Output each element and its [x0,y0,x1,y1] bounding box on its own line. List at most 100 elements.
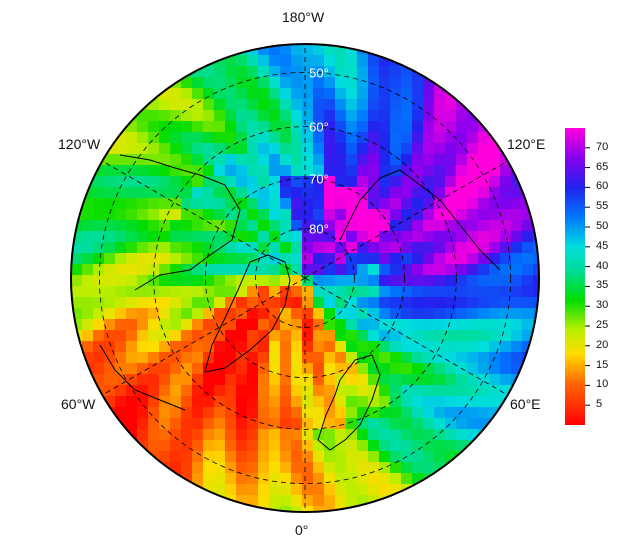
field-cell [258,484,270,496]
field-cell [500,220,512,232]
field-cell [434,242,446,254]
field-cell [159,165,171,177]
field-cell [467,407,479,419]
field-cell [368,385,380,397]
field-cell [390,440,402,452]
field-cell [401,187,413,199]
field-cell [478,176,490,188]
field-cell [104,154,116,166]
field-cell [269,77,281,89]
field-cell [93,176,105,188]
field-cell [379,330,391,342]
field-cell [93,363,105,375]
field-cell [280,209,292,221]
field-cell [412,308,424,320]
field-cell [467,264,479,276]
field-cell [170,220,182,232]
field-cell [192,110,204,122]
field-cell [280,495,292,507]
field-cell [159,363,171,375]
field-cell [126,385,138,397]
field-cell [137,121,149,133]
field-cell [280,198,292,210]
field-cell [236,495,248,507]
field-cell [291,66,303,78]
field-cell [335,44,347,56]
field-cell [203,198,215,210]
field-cell [445,231,457,243]
field-cell [82,231,94,243]
field-cell [379,77,391,89]
field-cell [192,154,204,166]
field-cell [225,264,237,276]
field-cell [148,297,160,309]
field-cell [412,253,424,265]
field-cell [247,396,259,408]
field-cell [368,176,380,188]
field-cell [115,330,127,342]
field-cell [291,462,303,474]
field-cell [71,253,83,265]
field-cell [412,418,424,430]
field-cell [269,429,281,441]
field-cell [456,286,468,298]
field-cell [511,341,523,353]
field-cell [302,495,314,507]
field-cell [214,440,226,452]
field-cell [313,132,325,144]
field-cell [368,418,380,430]
field-cell [159,132,171,144]
field-cell [313,462,325,474]
field-cell [522,176,534,188]
field-cell [291,242,303,254]
field-cell [445,77,457,89]
field-cell [357,462,369,474]
field-cell [170,352,182,364]
field-cell [159,352,171,364]
colorbar-tick-label: 70 [596,140,609,153]
field-cell [302,341,314,353]
field-cell [511,209,523,221]
field-cell [115,407,127,419]
field-cell [478,154,490,166]
field-cell [489,264,501,276]
field-cell [82,330,94,342]
field-cell [247,220,259,232]
field-cell [313,286,325,298]
field-cell [104,187,116,199]
colorbar-tick-label: 55 [596,200,609,213]
lon-label-0: 0° [295,522,309,538]
field-cell [390,396,402,408]
field-cell [335,495,347,507]
field-cell [346,66,358,78]
field-cell [500,165,512,177]
field-cell [357,187,369,199]
field-cell [214,451,226,463]
field-cell [478,132,490,144]
field-cell [346,429,358,441]
field-cell [302,44,314,56]
field-cell [368,187,380,199]
field-cell [445,154,457,166]
field-cell [104,242,116,254]
field-cell [401,231,413,243]
field-cell [368,374,380,386]
field-cell [148,187,160,199]
field-cell [170,242,182,254]
field-cell [478,385,490,397]
field-cell [225,286,237,298]
field-cell [522,253,534,265]
field-cell [423,88,435,100]
field-cell [379,308,391,320]
field-cell [148,198,160,210]
field-cell [412,132,424,144]
field-cell [489,396,501,408]
field-cell [357,330,369,342]
field-cell [115,176,127,188]
field-cell [522,374,534,386]
field-cell [137,341,149,353]
field-cell [335,484,347,496]
field-cell [214,198,226,210]
field-cell [214,407,226,419]
field-cell [291,209,303,221]
